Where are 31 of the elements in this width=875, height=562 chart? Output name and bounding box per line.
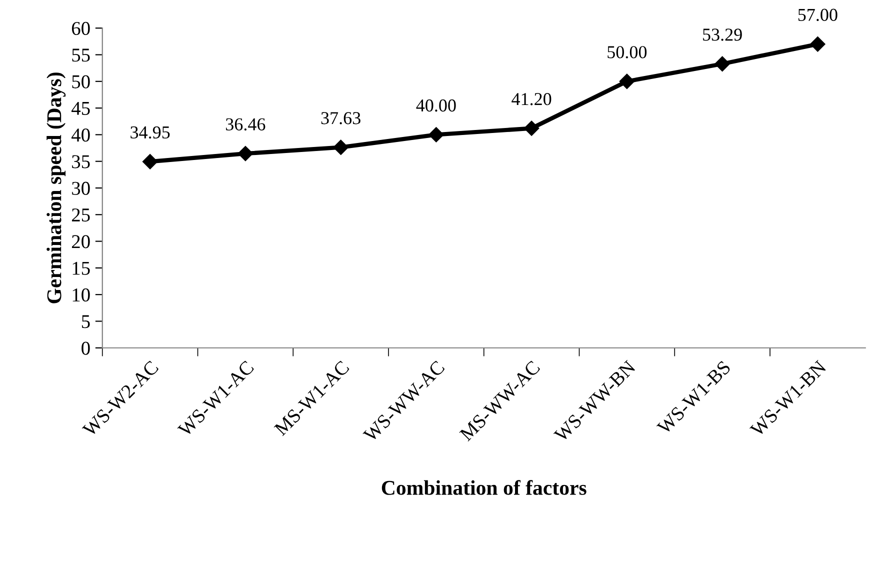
y-axis-title: Germination speed (Days) <box>46 72 66 304</box>
text: 40.00 <box>416 99 456 112</box>
y-tick-label: 55 <box>72 48 90 62</box>
y-tick-label: 35 <box>72 155 90 168</box>
y-tick-label: 60 <box>72 22 90 36</box>
y-tick-label: 20 <box>72 235 90 248</box>
y-tick-label: 40 <box>72 128 90 142</box>
text: 34.95 <box>130 126 170 139</box>
x-axis-title: Combination of factors <box>382 480 586 495</box>
text: 37.63 <box>321 112 360 124</box>
y-tick-label: 10 <box>72 288 90 302</box>
point <box>238 146 254 162</box>
point <box>142 154 158 170</box>
text: 41.20 <box>512 93 552 106</box>
y-tick-label: 25 <box>72 208 90 222</box>
text: 57.00 <box>798 8 838 22</box>
y-tick-label: 0 <box>82 342 90 355</box>
y-tick-label: 5 <box>82 315 90 328</box>
y-tick-label: 50 <box>72 75 90 88</box>
point <box>428 127 444 142</box>
point <box>619 74 635 89</box>
text: 36.46 <box>226 118 266 131</box>
text: 53.29 <box>703 28 742 41</box>
y-tick-label: 15 <box>72 262 90 275</box>
point <box>524 120 540 136</box>
text: 50.00 <box>608 46 647 58</box>
y-tick-label: 45 <box>72 102 90 115</box>
point <box>810 36 826 52</box>
point <box>333 140 348 155</box>
y-tick-label: 30 <box>72 182 90 195</box>
point <box>714 56 730 72</box>
